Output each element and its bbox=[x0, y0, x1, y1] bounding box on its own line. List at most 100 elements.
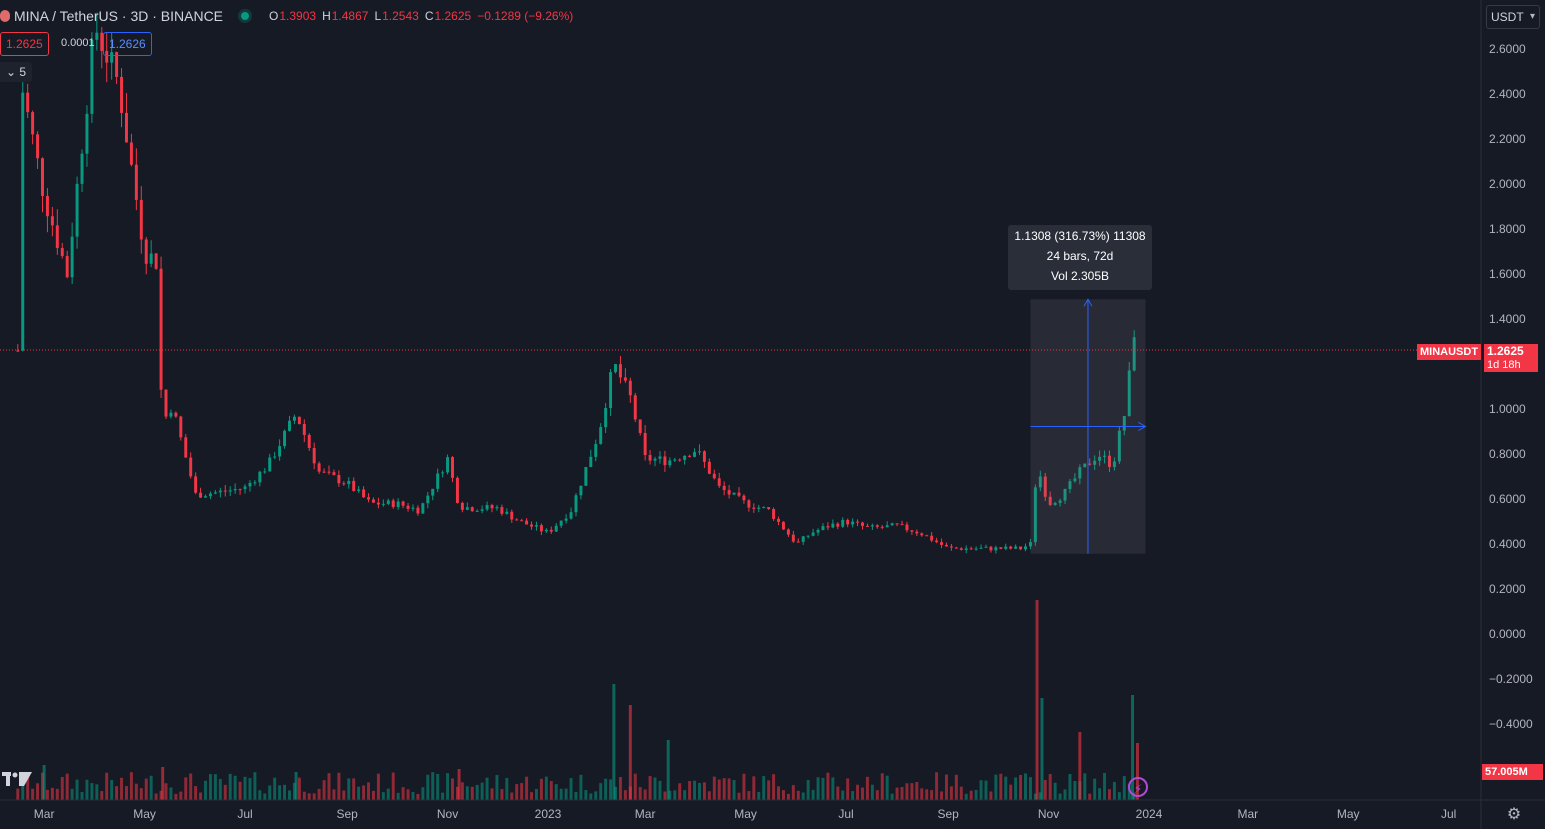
volume-bar bbox=[124, 786, 128, 800]
candle-body bbox=[658, 456, 662, 459]
candle-body bbox=[954, 547, 958, 549]
candle-body bbox=[184, 437, 188, 458]
candle-body bbox=[944, 544, 948, 547]
market-status-icon[interactable] bbox=[241, 12, 250, 20]
volume-bar bbox=[668, 790, 672, 800]
volume-bar bbox=[974, 789, 978, 800]
candle-body bbox=[1127, 370, 1131, 417]
candle-body bbox=[663, 456, 667, 466]
measure-volume: Vol 2.305B bbox=[1050, 269, 1110, 283]
volume-bar bbox=[525, 776, 529, 800]
y-tick-label: 1.8000 bbox=[1489, 222, 1526, 236]
volume-bar bbox=[959, 786, 963, 800]
volume-bar bbox=[149, 775, 153, 800]
x-tick-label: Sep bbox=[336, 807, 358, 821]
symbol-title[interactable]: MINA / TetherUS · 3D · BINANCE bbox=[14, 8, 224, 24]
candle-body bbox=[204, 496, 207, 498]
volume-bar bbox=[1103, 772, 1107, 800]
candle-body bbox=[490, 505, 494, 509]
volume-bar bbox=[811, 789, 815, 800]
x-tick-label: Mar bbox=[1237, 807, 1258, 821]
volume-bar bbox=[999, 773, 1003, 800]
volume-bar bbox=[55, 788, 59, 800]
volume-bar bbox=[26, 776, 30, 800]
y-tick-label: 0.8000 bbox=[1489, 447, 1526, 461]
volume-bar bbox=[386, 788, 390, 800]
candle-body bbox=[614, 364, 617, 373]
y-tick-label: 2.0000 bbox=[1489, 177, 1526, 191]
candle-body bbox=[974, 548, 978, 550]
indicators-collapse-button[interactable]: ⌄ 5 bbox=[0, 62, 33, 82]
candle-body bbox=[268, 457, 272, 472]
volume-bar bbox=[895, 787, 899, 800]
currency-selector[interactable]: USDT ▾ bbox=[1486, 5, 1540, 29]
candle-body bbox=[65, 256, 69, 278]
candle-body bbox=[762, 507, 766, 509]
volume-bar bbox=[362, 785, 366, 800]
candle-body bbox=[460, 502, 464, 510]
candle-body bbox=[60, 248, 64, 257]
volume-bar bbox=[105, 772, 109, 800]
candle-body bbox=[890, 523, 894, 526]
volume-bar bbox=[41, 772, 44, 800]
candle-body bbox=[594, 443, 598, 457]
volume-bar bbox=[910, 783, 914, 800]
volume-bar bbox=[371, 790, 375, 800]
candle-body bbox=[707, 461, 711, 474]
measure-change: 1.1308 (316.73%) 11308 bbox=[1014, 229, 1146, 243]
candle-body bbox=[169, 412, 173, 417]
candle-body bbox=[179, 416, 183, 438]
candle-body bbox=[243, 486, 247, 490]
volume-spike bbox=[161, 767, 165, 800]
candle-body bbox=[1068, 481, 1072, 489]
candle-body bbox=[376, 502, 380, 505]
volume-bar bbox=[643, 789, 647, 800]
candle-body bbox=[505, 511, 509, 514]
candle-body bbox=[416, 507, 420, 514]
volume-bar bbox=[564, 788, 568, 800]
measure-tool bbox=[1030, 298, 1147, 554]
y-tick-label: 2.2000 bbox=[1489, 132, 1526, 146]
volume-bar bbox=[1019, 774, 1023, 800]
candle-body bbox=[949, 546, 953, 548]
buy-price-button[interactable]: 1.2626 bbox=[103, 32, 152, 56]
candle-body bbox=[811, 532, 815, 536]
candle-body bbox=[495, 507, 499, 509]
candle-body bbox=[36, 134, 40, 159]
volume-bar bbox=[589, 793, 593, 800]
candle-body bbox=[174, 412, 178, 417]
mina-coin-icon bbox=[0, 10, 10, 22]
candle-body bbox=[470, 507, 474, 512]
tradingview-logo-icon[interactable] bbox=[2, 770, 32, 788]
x-tick-label: Jul bbox=[237, 807, 252, 821]
volume-bar bbox=[614, 786, 617, 800]
candle-body bbox=[801, 536, 805, 542]
candle-body bbox=[525, 520, 529, 525]
candle-body bbox=[223, 490, 227, 492]
volume-spike bbox=[628, 705, 632, 800]
candle-body bbox=[717, 478, 721, 486]
candle-body bbox=[347, 480, 351, 484]
volume-bar bbox=[164, 783, 168, 800]
gear-icon[interactable]: ⚙ bbox=[1506, 806, 1522, 823]
candle-body bbox=[1108, 455, 1111, 467]
chevron-down-icon: ▾ bbox=[1529, 11, 1535, 22]
candle-body bbox=[772, 508, 776, 519]
candle-body bbox=[258, 471, 262, 483]
volume-bar bbox=[940, 791, 944, 800]
lightning-icon[interactable]: ⚡ bbox=[1128, 777, 1148, 797]
volume-bar bbox=[228, 773, 232, 800]
volume-bar bbox=[436, 773, 440, 800]
candle-body bbox=[875, 525, 879, 527]
volume-bar bbox=[1108, 789, 1111, 800]
candle-body bbox=[865, 525, 869, 527]
volume-bar bbox=[396, 792, 400, 800]
candle-body bbox=[554, 525, 558, 532]
candle-body bbox=[431, 488, 435, 496]
candle-body bbox=[510, 511, 514, 520]
candle-body bbox=[475, 510, 479, 512]
candle-body bbox=[752, 507, 756, 509]
volume-bar bbox=[791, 785, 795, 800]
sell-price-button[interactable]: 1.2625 bbox=[0, 32, 49, 56]
